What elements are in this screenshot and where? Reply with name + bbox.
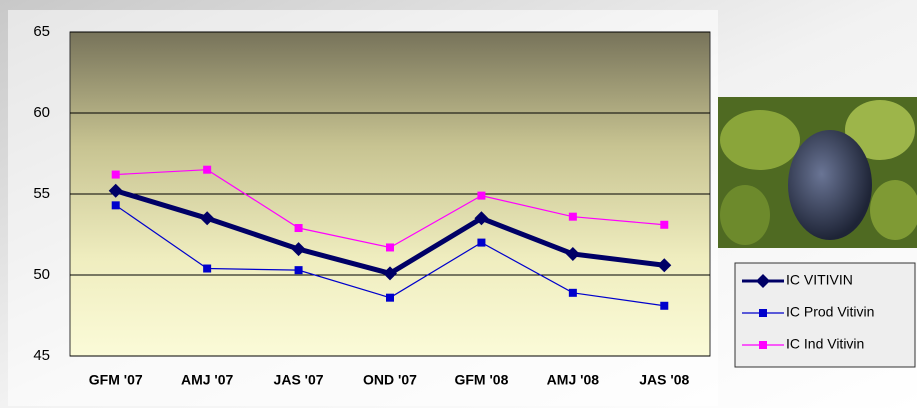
x-tick-label: JAS '08 [639,372,689,388]
marker [291,242,306,257]
marker [386,293,394,302]
marker [203,264,212,273]
y-tick-label: 55 [33,185,50,202]
marker [477,238,486,247]
x-tick-label: OND '07 [363,372,417,388]
marker [294,266,303,275]
marker [111,201,120,210]
x-tick-label: GFM '07 [89,372,143,388]
marker [568,212,577,221]
marker [474,211,489,226]
marker [657,258,672,273]
legend-marker [759,309,767,317]
legend-label: IC VITIVIN [786,272,853,288]
y-tick-label: 65 [33,23,50,40]
legend-marker [756,274,770,288]
marker [200,211,215,226]
marker [660,220,669,229]
legend-marker [759,341,767,349]
x-tick-label: AMJ '07 [181,372,234,388]
marker [477,191,486,200]
marker [660,301,669,310]
legend-label: IC Prod Vitivin [786,304,874,320]
legend: IC VITIVIN IC Prod Vitivin IC Ind Vitivin [734,262,916,368]
marker [203,165,212,174]
y-tick-label: 60 [33,104,50,121]
x-tick-label: GFM '08 [454,372,508,388]
marker [111,170,120,179]
marker [565,246,580,261]
x-tick-label: JAS '07 [274,372,324,388]
y-tick-label: 45 [33,347,50,364]
marker [383,266,397,281]
x-tick-label: AMJ '08 [547,372,600,388]
marker [108,183,123,198]
marker [294,224,303,233]
marker [386,243,394,252]
marker [568,288,577,297]
legend-label: IC Ind Vitivin [786,336,864,352]
y-tick-label: 50 [33,266,50,283]
photo [718,97,917,248]
